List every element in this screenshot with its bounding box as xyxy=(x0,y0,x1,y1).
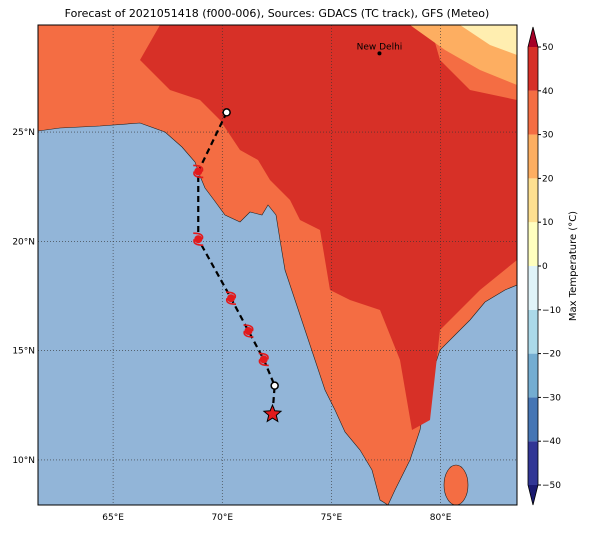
colorbar-tick-label: −10 xyxy=(542,306,561,316)
mild-region xyxy=(460,25,517,55)
x-tick-label: 75°E xyxy=(321,513,343,523)
track-point xyxy=(259,355,268,364)
track-point xyxy=(222,108,231,117)
colorbar-segment xyxy=(528,47,538,91)
colorbar-segment xyxy=(528,353,538,398)
track-point xyxy=(244,327,253,336)
city-marker xyxy=(377,51,382,56)
colorbar-tick-label: −20 xyxy=(542,350,561,360)
hot-region xyxy=(140,25,517,430)
map-frame xyxy=(37,24,518,506)
colorbar: −50 −40 −30 −20 −10 0 10 20 30 40 50 xyxy=(527,26,561,506)
y-tick-label: 20°N xyxy=(12,237,35,247)
colorbar-tick-label: 40 xyxy=(542,87,554,97)
colorbar-segment xyxy=(528,90,538,135)
colorbar-segment xyxy=(528,222,538,266)
track-point xyxy=(194,235,203,244)
track-point xyxy=(194,167,203,176)
y-tick-label: 10°N xyxy=(12,456,35,466)
cyclone-symbol xyxy=(225,291,237,306)
cyclone-symbol xyxy=(193,232,204,247)
colorbar-segment xyxy=(528,134,538,179)
colorbar-segment xyxy=(528,441,538,485)
track xyxy=(193,108,283,423)
colorbar-tick-label: 0 xyxy=(542,262,548,272)
y-tick-label: 25°N xyxy=(12,128,35,138)
colorbar-segment xyxy=(528,397,538,442)
city-label: New Delhi xyxy=(357,42,403,52)
cyclone-symbol xyxy=(243,324,254,338)
map-area xyxy=(38,25,517,505)
track-star xyxy=(262,403,283,423)
colorbar-segment xyxy=(528,178,538,223)
colorbar-tick-label: 10 xyxy=(542,218,554,228)
colorbar-tick-label: −40 xyxy=(542,437,561,447)
colorbar-tick-label: 30 xyxy=(542,131,554,141)
cyclone-symbol xyxy=(258,352,269,367)
track-point xyxy=(270,381,279,390)
colorbar-tick-label: 50 xyxy=(542,43,554,53)
colorbar-tick-label: 20 xyxy=(542,174,554,184)
colorbar-under xyxy=(528,485,538,505)
grid xyxy=(38,25,517,505)
x-tick-label: 70°E xyxy=(211,513,233,523)
track-point xyxy=(226,294,235,303)
title: Forecast of 2021051418 (f000-006), Sourc… xyxy=(65,7,490,20)
y-tick-label: 15°N xyxy=(12,347,35,357)
colorbar-tick-label: −50 xyxy=(542,481,561,491)
colorbar-over xyxy=(528,27,538,47)
colorbar-label: Max Temperature (°C) xyxy=(568,211,579,321)
cyclone-symbol xyxy=(193,164,204,179)
colorbar-segment xyxy=(528,309,538,354)
colorbar-segment xyxy=(528,266,538,310)
x-tick-label: 80°E xyxy=(430,513,452,523)
colorbar-tick-label: −30 xyxy=(542,393,561,403)
sri-lanka xyxy=(443,464,469,505)
x-tick-label: 65°E xyxy=(102,513,124,523)
track-line xyxy=(197,111,276,415)
